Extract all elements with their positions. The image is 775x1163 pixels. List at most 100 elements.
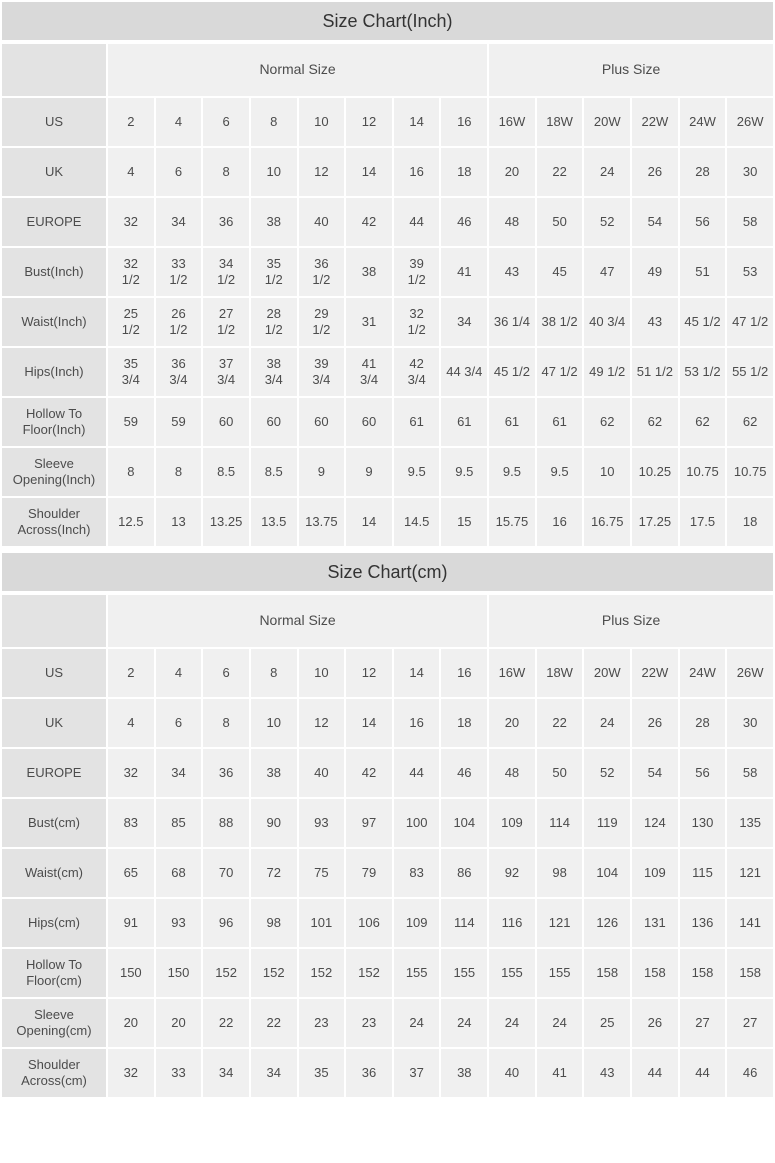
size-value-cell: 36 3/4 xyxy=(155,348,202,396)
size-value-cell: 20 xyxy=(155,999,202,1047)
size-value-cell: 9.5 xyxy=(393,448,440,496)
row-label: Hollow To Floor(cm) xyxy=(2,949,106,997)
size-value-cell: 36 xyxy=(203,749,249,797)
size-value-cell: 15.75 xyxy=(489,498,535,546)
row-label: Bust(cm) xyxy=(2,799,106,847)
size-value-cell: 24 xyxy=(393,999,440,1047)
size-value-cell: 104 xyxy=(584,849,631,897)
size-value-cell: 22W xyxy=(632,98,678,146)
size-value-cell: 20W xyxy=(584,649,631,697)
size-value-cell: 152 xyxy=(298,949,345,997)
size-value-cell: 61 xyxy=(441,398,488,446)
size-value-cell: 52 xyxy=(584,198,631,246)
table-row: UK 4 6 8 10 12 14 16 18 20 22 24 26 28 30 xyxy=(2,148,773,196)
size-value-cell: 42 xyxy=(346,198,392,246)
size-value-cell: 50 xyxy=(536,749,583,797)
size-value-cell: 42 3/4 xyxy=(393,348,440,396)
size-value-cell: 28 1/2 xyxy=(250,298,297,346)
size-value-cell: 119 xyxy=(584,799,631,847)
column-group-plus-size: Plus Size xyxy=(489,595,773,647)
size-value-cell: 9.5 xyxy=(536,448,583,496)
size-value-cell: 109 xyxy=(489,799,535,847)
size-value-cell: 30 xyxy=(727,699,773,747)
column-group-normal-size: Normal Size xyxy=(108,595,488,647)
size-value-cell: 58 xyxy=(727,749,773,797)
size-value-cell: 14 xyxy=(393,649,440,697)
size-value-cell: 24 xyxy=(489,999,535,1047)
size-value-cell: 46 xyxy=(441,198,488,246)
size-value-cell: 91 xyxy=(108,899,154,947)
size-value-cell: 34 1/2 xyxy=(203,248,249,296)
table-row: Hollow To Floor(cm) 150 150 152 152 152 152 155… xyxy=(2,949,773,997)
size-value-cell: 158 xyxy=(584,949,631,997)
row-label: Hips(cm) xyxy=(2,899,106,947)
size-value-cell: 44 xyxy=(393,749,440,797)
size-value-cell: 18 xyxy=(441,148,488,196)
size-value-cell: 10.75 xyxy=(679,448,726,496)
row-label: EUROPE xyxy=(2,198,106,246)
size-value-cell: 12 xyxy=(346,98,392,146)
size-value-cell: 158 xyxy=(679,949,726,997)
size-table-cm: Normal Size Plus Size US 2 4 6 8 10 12 14 16 16W 18W… xyxy=(0,593,775,1099)
size-value-cell: 44 xyxy=(632,1049,678,1097)
table-row: Sleeve Opening(cm) 20 20 22 22 23 23 24 24 24 24 25… xyxy=(2,999,773,1047)
size-value-cell: 4 xyxy=(108,699,154,747)
size-value-cell: 24 xyxy=(584,699,631,747)
size-value-cell: 79 xyxy=(346,849,392,897)
size-value-cell: 16.75 xyxy=(584,498,631,546)
size-value-cell: 6 xyxy=(155,699,202,747)
size-value-cell: 51 1/2 xyxy=(632,348,678,396)
row-label: US xyxy=(2,98,106,146)
size-value-cell: 155 xyxy=(441,949,488,997)
size-value-cell: 51 xyxy=(679,248,726,296)
size-value-cell: 60 xyxy=(298,398,345,446)
size-value-cell: 152 xyxy=(250,949,297,997)
row-label: EUROPE xyxy=(2,749,106,797)
size-value-cell: 14 xyxy=(346,498,392,546)
size-value-cell: 26 xyxy=(632,999,678,1047)
size-value-cell: 101 xyxy=(298,899,345,947)
size-value-cell: 9 xyxy=(346,448,392,496)
size-table-inch-body: Normal Size Plus Size US 2 4 6 8 10 12 14 16 16W 18W… xyxy=(2,44,773,546)
size-value-cell: 28 xyxy=(679,148,726,196)
size-value-cell: 18 xyxy=(441,699,488,747)
size-value-cell: 41 xyxy=(536,1049,583,1097)
size-value-cell: 65 xyxy=(108,849,154,897)
size-value-cell: 12 xyxy=(298,699,345,747)
size-value-cell: 34 xyxy=(155,198,202,246)
size-value-cell: 45 1/2 xyxy=(679,298,726,346)
size-value-cell: 44 xyxy=(679,1049,726,1097)
row-label: Bust(Inch) xyxy=(2,248,106,296)
size-value-cell: 32 1/2 xyxy=(393,298,440,346)
size-value-cell: 48 xyxy=(489,198,535,246)
size-value-cell: 14 xyxy=(346,699,392,747)
size-value-cell: 86 xyxy=(441,849,488,897)
table-row: Sleeve Opening(Inch) 8 8 8.5 8.5 9 9 9.5 9.5 9.5 9… xyxy=(2,448,773,496)
size-value-cell: 16 xyxy=(393,148,440,196)
size-value-cell: 109 xyxy=(632,849,678,897)
size-value-cell: 40 xyxy=(298,198,345,246)
size-value-cell: 2 xyxy=(108,98,154,146)
size-value-cell: 114 xyxy=(441,899,488,947)
table-row: Waist(cm) 65 68 70 72 75 79 83 86 92 98 104 109 115 12… xyxy=(2,849,773,897)
size-value-cell: 98 xyxy=(250,899,297,947)
size-value-cell: 4 xyxy=(155,98,202,146)
row-label: Waist(cm) xyxy=(2,849,106,897)
table-row: Bust(Inch) 32 1/2 33 1/2 34 1/2 35 1/2 36 1/2… xyxy=(2,248,773,296)
size-value-cell: 13.5 xyxy=(250,498,297,546)
size-value-cell: 50 xyxy=(536,198,583,246)
size-value-cell: 30 xyxy=(727,148,773,196)
size-value-cell: 14.5 xyxy=(393,498,440,546)
size-value-cell: 104 xyxy=(441,799,488,847)
size-value-cell: 34 xyxy=(250,1049,297,1097)
size-value-cell: 2 xyxy=(108,649,154,697)
size-value-cell: 83 xyxy=(393,849,440,897)
table-title-inch: Size Chart(Inch) xyxy=(2,2,773,40)
size-value-cell: 17.5 xyxy=(679,498,726,546)
size-value-cell: 26 1/2 xyxy=(155,298,202,346)
size-value-cell: 155 xyxy=(536,949,583,997)
size-value-cell: 8 xyxy=(155,448,202,496)
size-value-cell: 27 1/2 xyxy=(203,298,249,346)
size-value-cell: 92 xyxy=(489,849,535,897)
size-value-cell: 47 xyxy=(584,248,631,296)
